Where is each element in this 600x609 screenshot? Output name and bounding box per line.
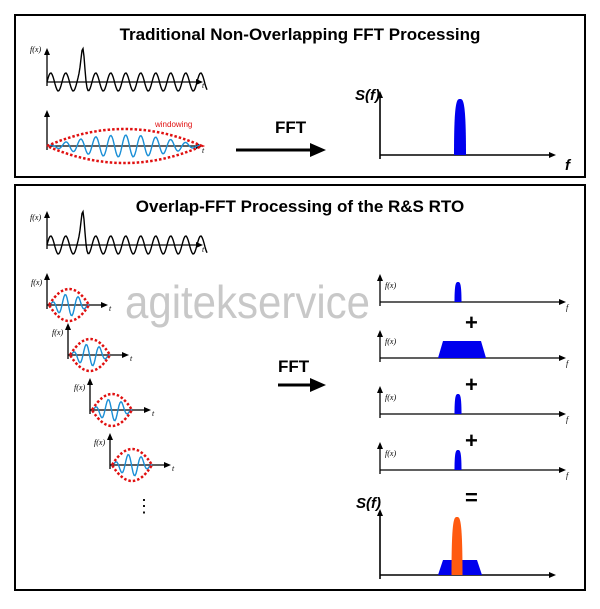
partial-spectrum-3-freq-label: f bbox=[566, 415, 570, 424]
partial-spectrum-2-x-arrow-icon bbox=[559, 355, 566, 361]
segment-4-x-arrow-icon bbox=[164, 462, 171, 468]
plus-2: + bbox=[465, 372, 478, 397]
partial-spectrum-1-y-arrow-icon bbox=[377, 274, 383, 281]
bottom-panel-frame bbox=[14, 184, 586, 591]
segment-3-wave bbox=[91, 398, 132, 422]
partial-spectrum-4-x-arrow-icon bbox=[559, 467, 566, 473]
result-spectrum-peak bbox=[451, 517, 463, 575]
partial-spectrum-2-y-label: f(x) bbox=[385, 337, 396, 346]
top-panel-title: Traditional Non-Overlapping FFT Processi… bbox=[120, 25, 481, 44]
segment-3-y-label: f(x) bbox=[74, 383, 85, 392]
partial-spectrum-1-freq-label: f bbox=[566, 303, 570, 312]
bottom-panel-title: Overlap-FFT Processing of the R&S RTO bbox=[136, 197, 464, 216]
top-spectrum-x-arrow-icon bbox=[549, 152, 556, 158]
top-windowed-y-arrow-icon bbox=[44, 110, 50, 117]
result-spectrum-label: S(f) bbox=[356, 495, 381, 512]
top-freq-label: f bbox=[565, 157, 572, 174]
segment-1-y-arrow-icon bbox=[44, 273, 50, 280]
segment-1-wave bbox=[48, 293, 89, 317]
segment-2-wave bbox=[69, 343, 110, 367]
result-spectrum-y-arrow-icon bbox=[377, 509, 383, 516]
partial-spectrum-4-freq-label: f bbox=[566, 471, 570, 480]
top-signal-wave bbox=[46, 46, 208, 92]
bottom-fft-label: FFT bbox=[278, 357, 310, 376]
segment-3-x-arrow-icon bbox=[144, 407, 151, 413]
partial-spectrum-3-y-label: f(x) bbox=[385, 393, 396, 402]
partial-spectrum-2-broad bbox=[438, 341, 486, 358]
segment-3-y-arrow-icon bbox=[87, 378, 93, 385]
bottom-fft-arrowhead-icon bbox=[310, 378, 326, 392]
segment-3-time-label: t bbox=[152, 409, 155, 418]
top-spectrum-peak bbox=[454, 99, 466, 155]
top-time-label: t bbox=[202, 81, 205, 90]
plus-1: + bbox=[465, 310, 478, 335]
segment-4-y-arrow-icon bbox=[107, 433, 113, 440]
equals: = bbox=[465, 485, 478, 510]
top-window-envelope bbox=[46, 127, 206, 165]
result-spectrum-x-arrow-icon bbox=[549, 572, 556, 578]
segment-2-time-label: t bbox=[130, 354, 133, 363]
top-signal-y-arrow-icon bbox=[44, 48, 50, 55]
segment-2-y-label: f(x) bbox=[52, 328, 63, 337]
bottom-signal-y-label: f(x) bbox=[30, 213, 41, 222]
segment-2-y-arrow-icon bbox=[65, 323, 71, 330]
bottom-signal-y-arrow-icon bbox=[44, 211, 50, 218]
windowing-label: windowing bbox=[154, 120, 192, 129]
partial-spectrum-3-peak bbox=[454, 394, 462, 414]
top-fft-arrowhead-icon bbox=[310, 143, 326, 157]
top-time-label-2: t bbox=[202, 146, 205, 155]
ellipsis: ⋮ bbox=[135, 496, 153, 516]
partial-spectrum-2-y-arrow-icon bbox=[377, 330, 383, 337]
partial-spectrum-1-peak bbox=[454, 282, 462, 302]
top-spectrum-label: S(f) bbox=[355, 87, 380, 104]
top-fft-label: FFT bbox=[275, 118, 307, 137]
partial-spectrum-1-x-arrow-icon bbox=[559, 299, 566, 305]
partial-spectrum-3-y-arrow-icon bbox=[377, 386, 383, 393]
top-windowed-wave bbox=[46, 134, 203, 158]
segment-2-x-arrow-icon bbox=[122, 352, 129, 358]
partial-spectrum-2-freq-label: f bbox=[566, 359, 570, 368]
partial-spectrum-4-peak bbox=[454, 450, 462, 470]
segment-4-time-label: t bbox=[172, 464, 175, 473]
top-signal-y-label: f(x) bbox=[30, 45, 41, 54]
partial-spectrum-3-x-arrow-icon bbox=[559, 411, 566, 417]
plus-3: + bbox=[465, 428, 478, 453]
partial-spectrum-4-y-label: f(x) bbox=[385, 449, 396, 458]
segment-1-y-label: f(x) bbox=[31, 278, 42, 287]
segment-1-x-arrow-icon bbox=[101, 302, 108, 308]
partial-spectrum-4-y-arrow-icon bbox=[377, 442, 383, 449]
segment-4-wave bbox=[111, 453, 152, 477]
bottom-signal-wave bbox=[46, 209, 208, 255]
watermark: agitekservice bbox=[125, 276, 370, 328]
top-panel-frame bbox=[14, 14, 586, 178]
bottom-time-label: t bbox=[202, 245, 205, 254]
top-spectrum-y-arrow-icon bbox=[377, 91, 383, 98]
segment-4-y-label: f(x) bbox=[94, 438, 105, 447]
segment-1-time-label: t bbox=[109, 304, 112, 313]
partial-spectrum-1-y-label: f(x) bbox=[385, 281, 396, 290]
